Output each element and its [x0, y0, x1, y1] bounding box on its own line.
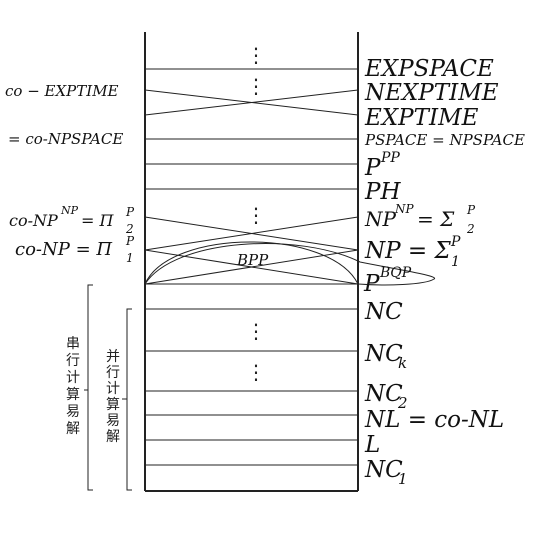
- ellipsis-exp: ⋮: [246, 74, 266, 98]
- label-np-base: NP = Σ: [364, 238, 451, 264]
- parallel-tractable-label: 并行计算易解: [106, 349, 120, 445]
- label-nc1: NC 1: [364, 457, 408, 488]
- label-nck: NC k: [364, 341, 407, 372]
- ellipsis-nck: ⋮: [246, 360, 266, 384]
- bqp-region: [144, 243, 435, 286]
- label-nc2: NC 2: [364, 381, 408, 412]
- bpp-arc: [144, 241, 359, 285]
- label-ppp-base: P: [364, 155, 381, 181]
- bpp-label: BPP: [236, 251, 269, 269]
- label-co-np-np-text: co-NP: [9, 211, 58, 230]
- label-np-np-base: NP: [364, 207, 397, 231]
- label-co-np-sup: P: [125, 234, 135, 248]
- label-pbqp-base: P: [363, 271, 380, 297]
- ellipsis-ph: ⋮: [246, 203, 266, 227]
- label-nc: NC: [364, 299, 403, 325]
- cross-line-nexptime: [144, 89, 359, 116]
- cross-line-np: [144, 249, 359, 285]
- label-co-np-np-sup2: P: [125, 205, 135, 219]
- label-np-np: NP NP = Σ 2 P: [364, 202, 476, 236]
- label-pbqp-sup: BQP: [379, 265, 412, 281]
- serial-bracket: [87, 284, 93, 491]
- label-np-sup: P: [450, 234, 461, 250]
- ellipsis-top: ⋮: [246, 43, 266, 67]
- label-nc2-base: NC: [364, 381, 403, 407]
- label-co-exptime: co − EXPTIME: [5, 82, 119, 100]
- label-nc2-sub: 2: [397, 394, 408, 412]
- label-nc1-sub: 1: [398, 470, 408, 488]
- label-nck-base: NC: [364, 341, 403, 367]
- label-np: NP = Σ 1 P: [364, 234, 461, 270]
- label-co-np-np-sup: NP: [60, 204, 79, 217]
- label-co-npspace: = co-NPSPACE: [8, 130, 123, 148]
- cross-line-np-np: [144, 216, 359, 251]
- label-co-np: co-NP = Π 1 P: [15, 234, 135, 265]
- label-np-sub: 1: [451, 254, 460, 270]
- label-np-np-sub: 2: [466, 222, 475, 236]
- label-co-np-np: co-NP NP = Π 2 P: [9, 204, 135, 236]
- label-np-np-sup: NP: [394, 202, 415, 216]
- parallel-bracket: [126, 308, 132, 491]
- label-co-np-sub: 1: [126, 251, 134, 265]
- label-co-np-text: co-NP = Π: [15, 239, 112, 260]
- label-exptime: EXPTIME: [364, 105, 479, 131]
- label-np-np-sup2: P: [466, 203, 476, 217]
- label-nl: NL = co-NL: [364, 407, 504, 433]
- label-co-np-np-sub: 2: [125, 222, 134, 236]
- label-nck-sub: k: [398, 354, 407, 372]
- label-expspace: EXPSPACE: [364, 56, 494, 82]
- ellipsis-nc: ⋮: [246, 319, 266, 343]
- label-ppp-sup: PP: [380, 150, 400, 166]
- label-l: L: [364, 432, 380, 458]
- label-co-np-np-eq: = Π: [81, 211, 114, 230]
- label-np-np-eq: = Σ: [417, 207, 455, 231]
- label-nexptime: NEXPTIME: [364, 80, 499, 106]
- label-nc1-base: NC: [364, 457, 403, 483]
- label-pspace: PSPACE = NPSPACE: [364, 131, 525, 149]
- label-ppp: P PP: [364, 150, 400, 181]
- label-ph: PH: [364, 179, 401, 205]
- serial-tractable-label: 串行计算易解: [66, 336, 80, 437]
- label-pbqp: P BQP: [363, 265, 412, 297]
